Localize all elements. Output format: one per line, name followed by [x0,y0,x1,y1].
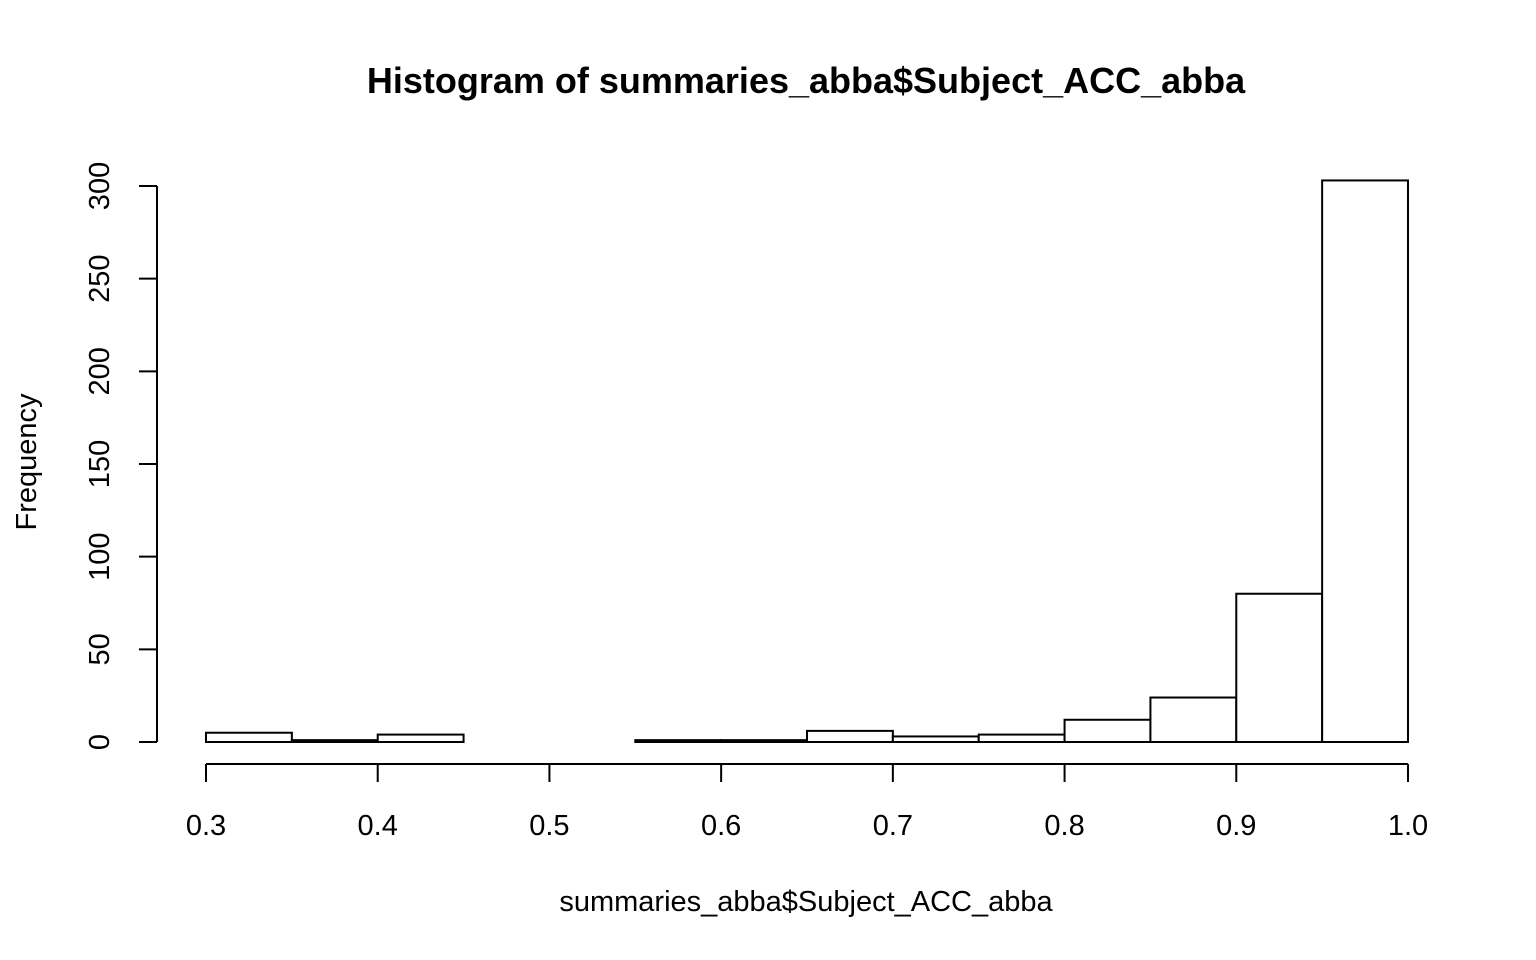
x-tick-label: 0.6 [701,810,741,842]
x-tick-label: 0.4 [358,810,398,842]
x-tick-label: 0.7 [873,810,913,842]
x-tick-label: 0.9 [1216,810,1256,842]
histogram-bar [634,739,723,744]
histogram-bar [376,733,465,744]
chart-title: Histogram of summaries_abba$Subject_ACC_… [367,60,1246,101]
histogram-bar [806,729,894,744]
y-tick-label: 0 [84,734,116,750]
x-axis-label: summaries_abba$Subject_ACC_abba [559,886,1053,918]
x-tick-label: 0.8 [1044,810,1084,842]
histogram-bar [977,733,1066,744]
x-tick-label: 1.0 [1388,810,1428,842]
y-tick-label: 150 [84,440,116,488]
histogram-bar [1149,696,1238,744]
x-axis: 0.3 0.4 0.5 0.6 0.7 0.8 0.9 1.0 [186,763,1428,842]
y-axis-label: Frequency [11,393,43,531]
y-axis: 0 50 100 150 200 250 300 [84,162,158,750]
bars-group [205,179,1409,744]
histogram-bar [1235,592,1324,743]
y-tick-label: 300 [84,162,116,210]
histogram-bar [1321,179,1409,743]
y-tick-label: 100 [84,532,116,580]
y-tick-label: 200 [84,347,116,395]
x-tick-label: 0.5 [529,810,569,842]
histogram-bar [205,731,293,744]
y-tick-label: 250 [84,254,116,302]
x-tick-label: 0.3 [186,810,226,842]
histogram-bar [720,739,809,744]
histogram-bar [891,735,980,744]
y-tick-label: 50 [84,633,116,665]
histogram-bar [1063,718,1152,744]
histogram-bar [290,739,379,744]
